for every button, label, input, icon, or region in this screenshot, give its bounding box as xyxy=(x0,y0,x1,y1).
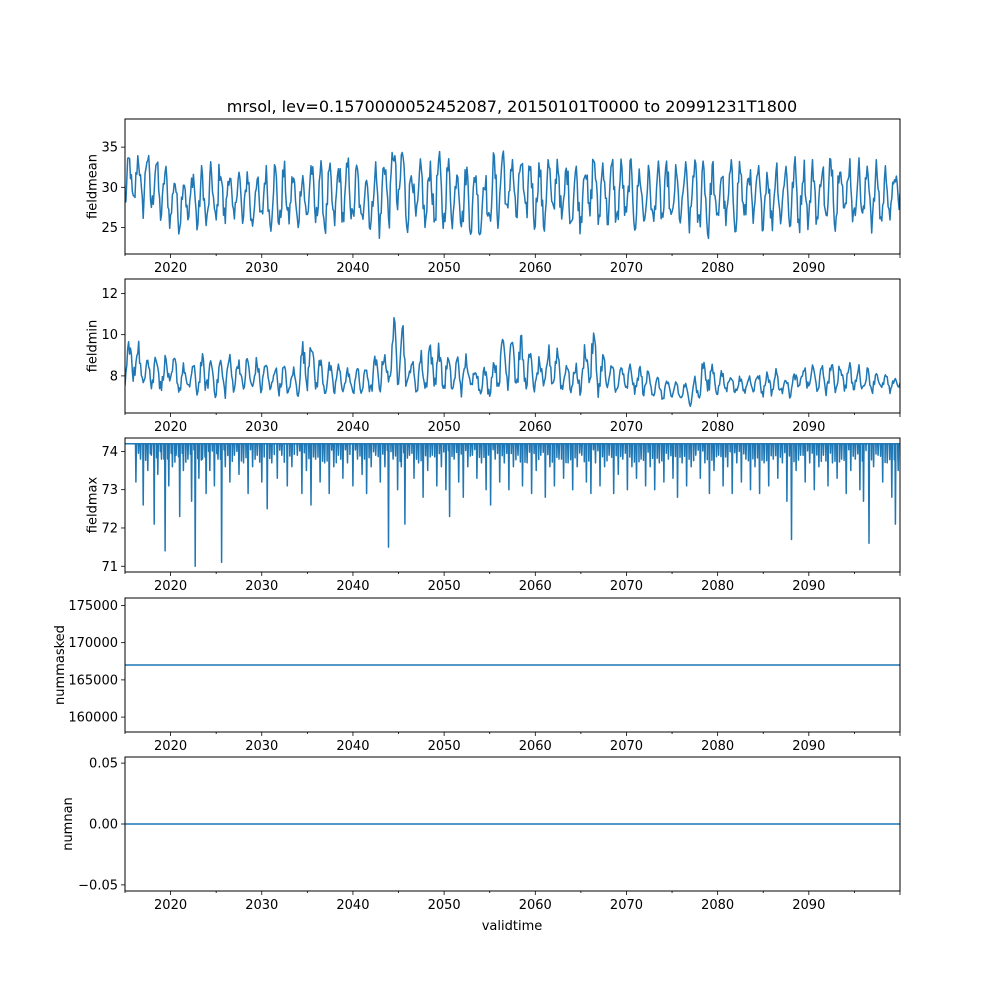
x-tick-label: 2050 xyxy=(428,261,461,276)
subplot-fieldmax: 2020 2030 2040 2050 2060 2070 2080 2090 71 72 73 74… xyxy=(86,437,901,594)
y-tick-label: 35 xyxy=(101,141,118,156)
x-tick-label: 2070 xyxy=(610,739,643,754)
x-tick-label: 2020 xyxy=(154,898,187,913)
y-tick-label: 8 xyxy=(110,369,118,384)
x-tick-label: 2040 xyxy=(336,420,369,435)
x-tick-label: 2060 xyxy=(519,261,552,276)
x-tick-label: 2080 xyxy=(701,579,734,594)
x-tick-label: 2030 xyxy=(245,420,278,435)
y-axis-label-fieldmin: fieldmin xyxy=(86,320,101,373)
subplot-numnan: 2020 2030 2040 2050 2060 2070 2080 2090 −0.05 0.0… xyxy=(61,756,901,913)
x-tick-label: 2040 xyxy=(336,898,369,913)
x-tick-label: 2040 xyxy=(336,579,369,594)
x-tick-label: 2070 xyxy=(610,420,643,435)
x-axis-label: validtime xyxy=(482,919,543,934)
x-tick-label: 2060 xyxy=(519,579,552,594)
x-tick-label: 2070 xyxy=(610,579,643,594)
y-tick-label: 175000 xyxy=(68,599,118,614)
x-tick-label: 2030 xyxy=(245,261,278,276)
x-tick-label: 2020 xyxy=(154,420,187,435)
y-tick-label: 74 xyxy=(101,445,118,460)
x-tick-label: 2020 xyxy=(154,739,187,754)
x-tick-label: 2080 xyxy=(701,739,734,754)
subplot-fieldmin: 2020 2030 2040 2050 2060 2070 2080 2090 8 10 12 fie… xyxy=(86,278,901,435)
x-tick-label: 2030 xyxy=(245,579,278,594)
x-tick-label: 2090 xyxy=(792,579,825,594)
x-tick-label: 2050 xyxy=(428,739,461,754)
axes-frame-nummasked xyxy=(124,597,901,733)
y-tick-label: 72 xyxy=(101,521,118,536)
subplot-nummasked: 2020 2030 2040 2050 2060 2070 2080 2090 160000 16… xyxy=(53,597,901,754)
x-tick-label: 2070 xyxy=(610,261,643,276)
x-tick-label: 2080 xyxy=(701,420,734,435)
axes-frame-fieldmax xyxy=(124,437,901,573)
x-tick-label: 2050 xyxy=(428,579,461,594)
y-tick-label: 160000 xyxy=(68,711,118,726)
y-tick-label: 12 xyxy=(101,287,118,302)
x-tick-label: 2090 xyxy=(792,898,825,913)
y-tick-label: 0.05 xyxy=(89,757,118,772)
y-tick-label: −0.05 xyxy=(78,878,118,893)
x-tick-label: 2060 xyxy=(519,420,552,435)
y-tick-label: 0.00 xyxy=(89,818,118,833)
x-tick-label: 2060 xyxy=(519,739,552,754)
x-tick-label: 2060 xyxy=(519,898,552,913)
x-tick-label: 2050 xyxy=(428,420,461,435)
x-tick-label: 2090 xyxy=(792,420,825,435)
x-tick-label: 2080 xyxy=(701,261,734,276)
y-tick-label: 25 xyxy=(101,221,118,236)
x-tick-label: 2040 xyxy=(336,261,369,276)
subplots-container: 2020 2030 2040 2050 2060 2070 2080 2090253035fi… xyxy=(53,118,901,913)
x-tick-label: 2030 xyxy=(245,898,278,913)
x-tick-label: 2070 xyxy=(610,898,643,913)
axes-frame-fieldmin xyxy=(124,278,901,414)
x-tick-label: 2090 xyxy=(792,739,825,754)
y-axis-label-fieldmean: fieldmean xyxy=(86,154,101,219)
x-tick-label: 2020 xyxy=(154,261,187,276)
axes-frame-fieldmean xyxy=(124,118,901,255)
x-tick-label: 2090 xyxy=(792,261,825,276)
y-axis-label-nummasked: nummasked xyxy=(53,625,68,705)
y-axis-label-fieldmax: fieldmax xyxy=(86,477,101,534)
x-tick-label: 2020 xyxy=(154,579,187,594)
x-tick-label: 2030 xyxy=(245,739,278,754)
y-tick-label: 73 xyxy=(101,483,118,498)
chart-title: mrsol, lev=0.1570000052452087, 20150101T… xyxy=(227,97,797,116)
series-line-fieldmin xyxy=(125,317,900,408)
x-tick-label: 2050 xyxy=(428,898,461,913)
y-tick-label: 30 xyxy=(101,181,118,196)
y-tick-label: 165000 xyxy=(68,673,118,688)
series-line-fieldmean xyxy=(125,150,900,240)
series-line-fieldmax xyxy=(125,442,900,568)
y-tick-label: 71 xyxy=(101,560,118,575)
subplot-fieldmean: 2020 2030 2040 2050 2060 2070 2080 2090 25 30 35fi… xyxy=(86,118,901,276)
x-tick-label: 2080 xyxy=(701,898,734,913)
y-axis-label-numnan: numnan xyxy=(61,797,76,851)
y-tick-label: 10 xyxy=(101,328,118,343)
x-tick-label: 2040 xyxy=(336,739,369,754)
y-tick-label: 170000 xyxy=(68,636,118,651)
